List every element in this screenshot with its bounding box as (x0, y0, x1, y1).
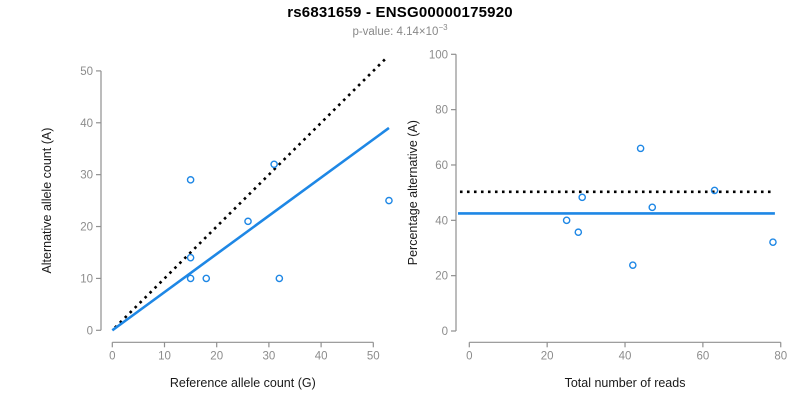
left-plot: 0 10 20 30 40 50 0 10 20 30 40 50 Reference allele c… (40, 58, 393, 390)
data-point (270, 160, 278, 169)
data-point (769, 238, 777, 246)
data-point (186, 253, 195, 262)
y-tick-label: 40 (80, 118, 93, 130)
x-tick-label: 20 (541, 350, 554, 362)
identity-line (113, 58, 387, 329)
x-tick-label: 30 (263, 350, 276, 362)
data-point (574, 228, 583, 237)
y-tick-label: 0 (87, 325, 93, 337)
y-tick-label: 40 (435, 215, 448, 227)
pvalue-text: p-value: 4.14×10 (352, 25, 439, 38)
fit-line (111, 126, 390, 332)
x-tick-label: 80 (774, 350, 787, 362)
y-tick-label: 20 (80, 222, 93, 234)
y-tick-label: 20 (435, 271, 448, 283)
y-axis-title: Percentage alternative (A) (406, 120, 420, 265)
x-axis-title: Total number of reads (565, 376, 686, 390)
data-point (186, 176, 195, 184)
x-tick-label: 40 (315, 350, 328, 362)
right-plot: 0 20 40 60 80 100 0 20 40 60 80 Total number of rea… (406, 49, 787, 390)
data-point (244, 217, 252, 226)
y-tick-label: 0 (442, 326, 448, 338)
x-tick-label: 60 (696, 350, 709, 362)
x-tick-label: 40 (619, 350, 632, 362)
x-axis-title: Reference allele count (G) (170, 376, 316, 390)
data-point (186, 274, 195, 283)
y-tick-label: 30 (80, 170, 93, 182)
data-point (578, 193, 586, 202)
y-tick-label: 10 (80, 273, 93, 285)
data-point (636, 144, 645, 153)
x-tick-label: 20 (210, 350, 223, 362)
data-point (202, 274, 211, 283)
data-point (275, 274, 284, 283)
data-point (562, 216, 571, 225)
y-axis-title: Alternative allele count (A) (40, 128, 54, 274)
y-tick-label: 60 (435, 160, 448, 172)
y-tick-label: 100 (429, 49, 448, 61)
data-point (648, 203, 657, 212)
data-point (629, 261, 637, 269)
x-tick-label: 50 (367, 350, 380, 362)
chart-title: rs6831659 - ENSG00000175920 (287, 4, 513, 21)
x-tick-label: 0 (109, 350, 115, 362)
x-tick-label: 10 (158, 350, 171, 362)
pvalue-exponent: −3 (438, 23, 448, 32)
data-point (385, 196, 393, 205)
y-tick-label: 50 (80, 66, 93, 78)
y-tick-label: 80 (435, 105, 448, 117)
data-point (710, 186, 719, 195)
x-tick-label: 0 (466, 350, 472, 362)
chart-subtitle: p-value: 4.14×10−3 (0, 23, 800, 38)
